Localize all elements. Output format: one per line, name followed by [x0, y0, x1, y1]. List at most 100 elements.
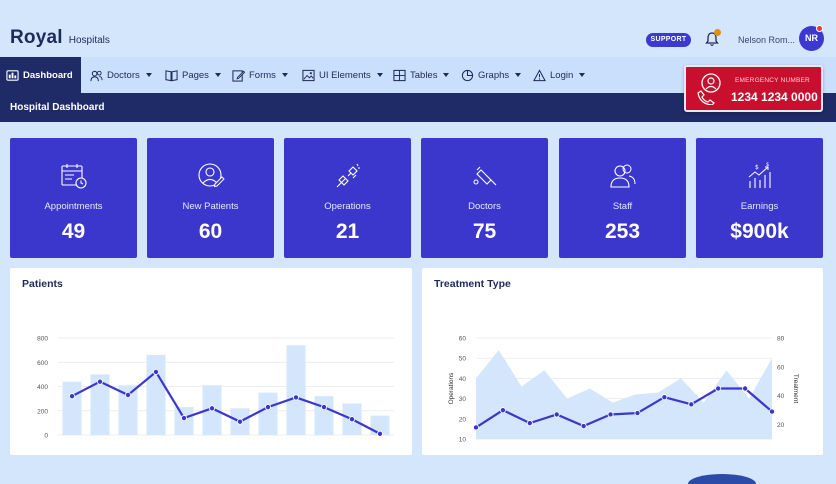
emergency-number[interactable]: 1234 1234 0000: [731, 90, 818, 104]
data-point: [634, 410, 641, 417]
bar: [62, 381, 82, 435]
y-tick-label: 10: [459, 437, 467, 444]
chart-title: Treatment Type: [434, 278, 511, 290]
data-point: [320, 404, 327, 411]
stat-value: $900k: [730, 220, 789, 243]
notification-dot: [714, 29, 721, 36]
bar: [118, 385, 138, 435]
y-tick-label: 40: [459, 376, 467, 383]
stat-card-appointments[interactable]: Appointments 49: [10, 138, 137, 258]
nav-label: Pages: [182, 69, 209, 81]
bar: [286, 345, 306, 435]
nav-item-forms[interactable]: Forms: [232, 65, 288, 85]
nav-item-login[interactable]: Login: [533, 65, 586, 85]
bar: [90, 374, 110, 435]
data-point: [97, 378, 104, 385]
data-point: [526, 420, 533, 427]
y2-tick-label: 40: [777, 393, 785, 400]
treatment-chart-panel: Treatment Type 10 20 30 40 50 60 20 40 60 80 Opera…: [422, 268, 823, 455]
patient-icon: [197, 163, 225, 188]
pie-icon: [461, 69, 474, 81]
nav-label: UI Elements: [319, 69, 371, 81]
patients-chart-panel: Patients 0 200 400 600 800: [10, 268, 412, 455]
warning-icon: [533, 68, 546, 81]
emergency-label: EMERGENCY NUMBER: [735, 77, 810, 84]
data-point: [580, 423, 587, 430]
data-point: [473, 424, 480, 431]
calendar-icon: [60, 164, 87, 189]
y-tick-label: 0: [44, 433, 48, 440]
chevron-down-icon: [579, 73, 586, 77]
staff-icon: [609, 164, 635, 188]
data-point: [348, 416, 355, 423]
bar: [258, 392, 278, 435]
svg-text:$: $: [755, 164, 759, 171]
y-tick-label: 30: [459, 396, 467, 403]
treatment-chart: 10 20 30 40 50 60 20 40 60 80 Operations Treatment: [448, 336, 799, 444]
y-tick-label: 60: [459, 336, 467, 343]
data-point: [499, 407, 506, 414]
data-point: [376, 430, 383, 437]
plug-icon: [336, 163, 360, 188]
stat-card-staff[interactable]: Staff 253: [559, 138, 686, 258]
stat-label: Doctors: [468, 201, 501, 212]
book-icon: [165, 69, 178, 81]
stat-label: Appointments: [44, 201, 103, 212]
users-icon: [90, 70, 103, 81]
stat-value: 75: [472, 220, 497, 243]
data-point: [236, 418, 243, 425]
user-name[interactable]: Nelson Rom...: [738, 35, 796, 45]
data-point: [715, 385, 722, 392]
data-point: [661, 394, 668, 401]
data-point: [292, 394, 299, 401]
data-point: [607, 411, 614, 418]
nav-label: Dashboard: [23, 69, 73, 81]
nav-item-dashboard[interactable]: Dashboard: [0, 57, 81, 93]
chart-title: Patients: [22, 278, 63, 290]
dashboard-icon: [6, 69, 19, 81]
y2-axis-title: Treatment: [792, 374, 799, 404]
svg-text:$: $: [766, 162, 769, 168]
stat-card-new-patients[interactable]: New Patients 60: [147, 138, 274, 258]
y-tick-label: 800: [37, 336, 48, 343]
data-point: [125, 391, 132, 398]
stat-card-doctors[interactable]: Doctors 75: [421, 138, 548, 258]
y-axis-title: Operations: [448, 372, 455, 405]
nav-item-ui-elements[interactable]: UI Elements: [302, 65, 383, 85]
stat-card-earnings[interactable]: $ $ Earnings $900k: [696, 138, 823, 258]
nav-item-doctors[interactable]: Doctors: [90, 65, 152, 85]
stat-label: Operations: [324, 201, 371, 212]
stat-card-operations[interactable]: Operations 21: [284, 138, 411, 258]
bar: [146, 354, 166, 435]
support-button[interactable]: SUPPORT: [646, 33, 691, 47]
stat-value: 49: [61, 220, 86, 243]
stat-label: Earnings: [740, 201, 779, 212]
avatar-status-dot: [816, 25, 823, 32]
series-line: [475, 387, 773, 429]
nav-label: Forms: [249, 69, 276, 81]
nav-item-graphs[interactable]: Graphs: [461, 65, 522, 85]
stat-value: 60: [198, 220, 223, 243]
image-icon: [302, 69, 315, 81]
brand-name: Royal: [10, 27, 63, 48]
nav-label: Doctors: [107, 69, 140, 81]
brand-logo[interactable]: Royal Hospitals: [10, 27, 110, 49]
bar: [314, 396, 334, 435]
data-point: [208, 405, 215, 412]
data-point: [688, 401, 695, 408]
y-tick-label: 20: [459, 416, 467, 423]
nav-item-tables[interactable]: Tables: [393, 65, 450, 85]
y-tick-label: 600: [37, 360, 48, 367]
data-point: [69, 393, 76, 400]
nav-item-pages[interactable]: Pages: [165, 65, 221, 85]
chevron-down-icon: [376, 73, 383, 77]
y2-tick-label: 60: [777, 364, 785, 371]
data-point: [180, 415, 187, 422]
y2-tick-label: 80: [777, 336, 785, 343]
chevron-down-icon: [281, 73, 288, 77]
decorative-shape: [688, 474, 756, 484]
top-bar: Royal Hospitals SUPPORT Nelson Rom... NR: [0, 0, 836, 57]
y-tick-label: 50: [459, 356, 467, 363]
emergency-contact[interactable]: EMERGENCY NUMBER 1234 1234 0000: [684, 65, 823, 112]
edit-icon: [232, 69, 245, 82]
